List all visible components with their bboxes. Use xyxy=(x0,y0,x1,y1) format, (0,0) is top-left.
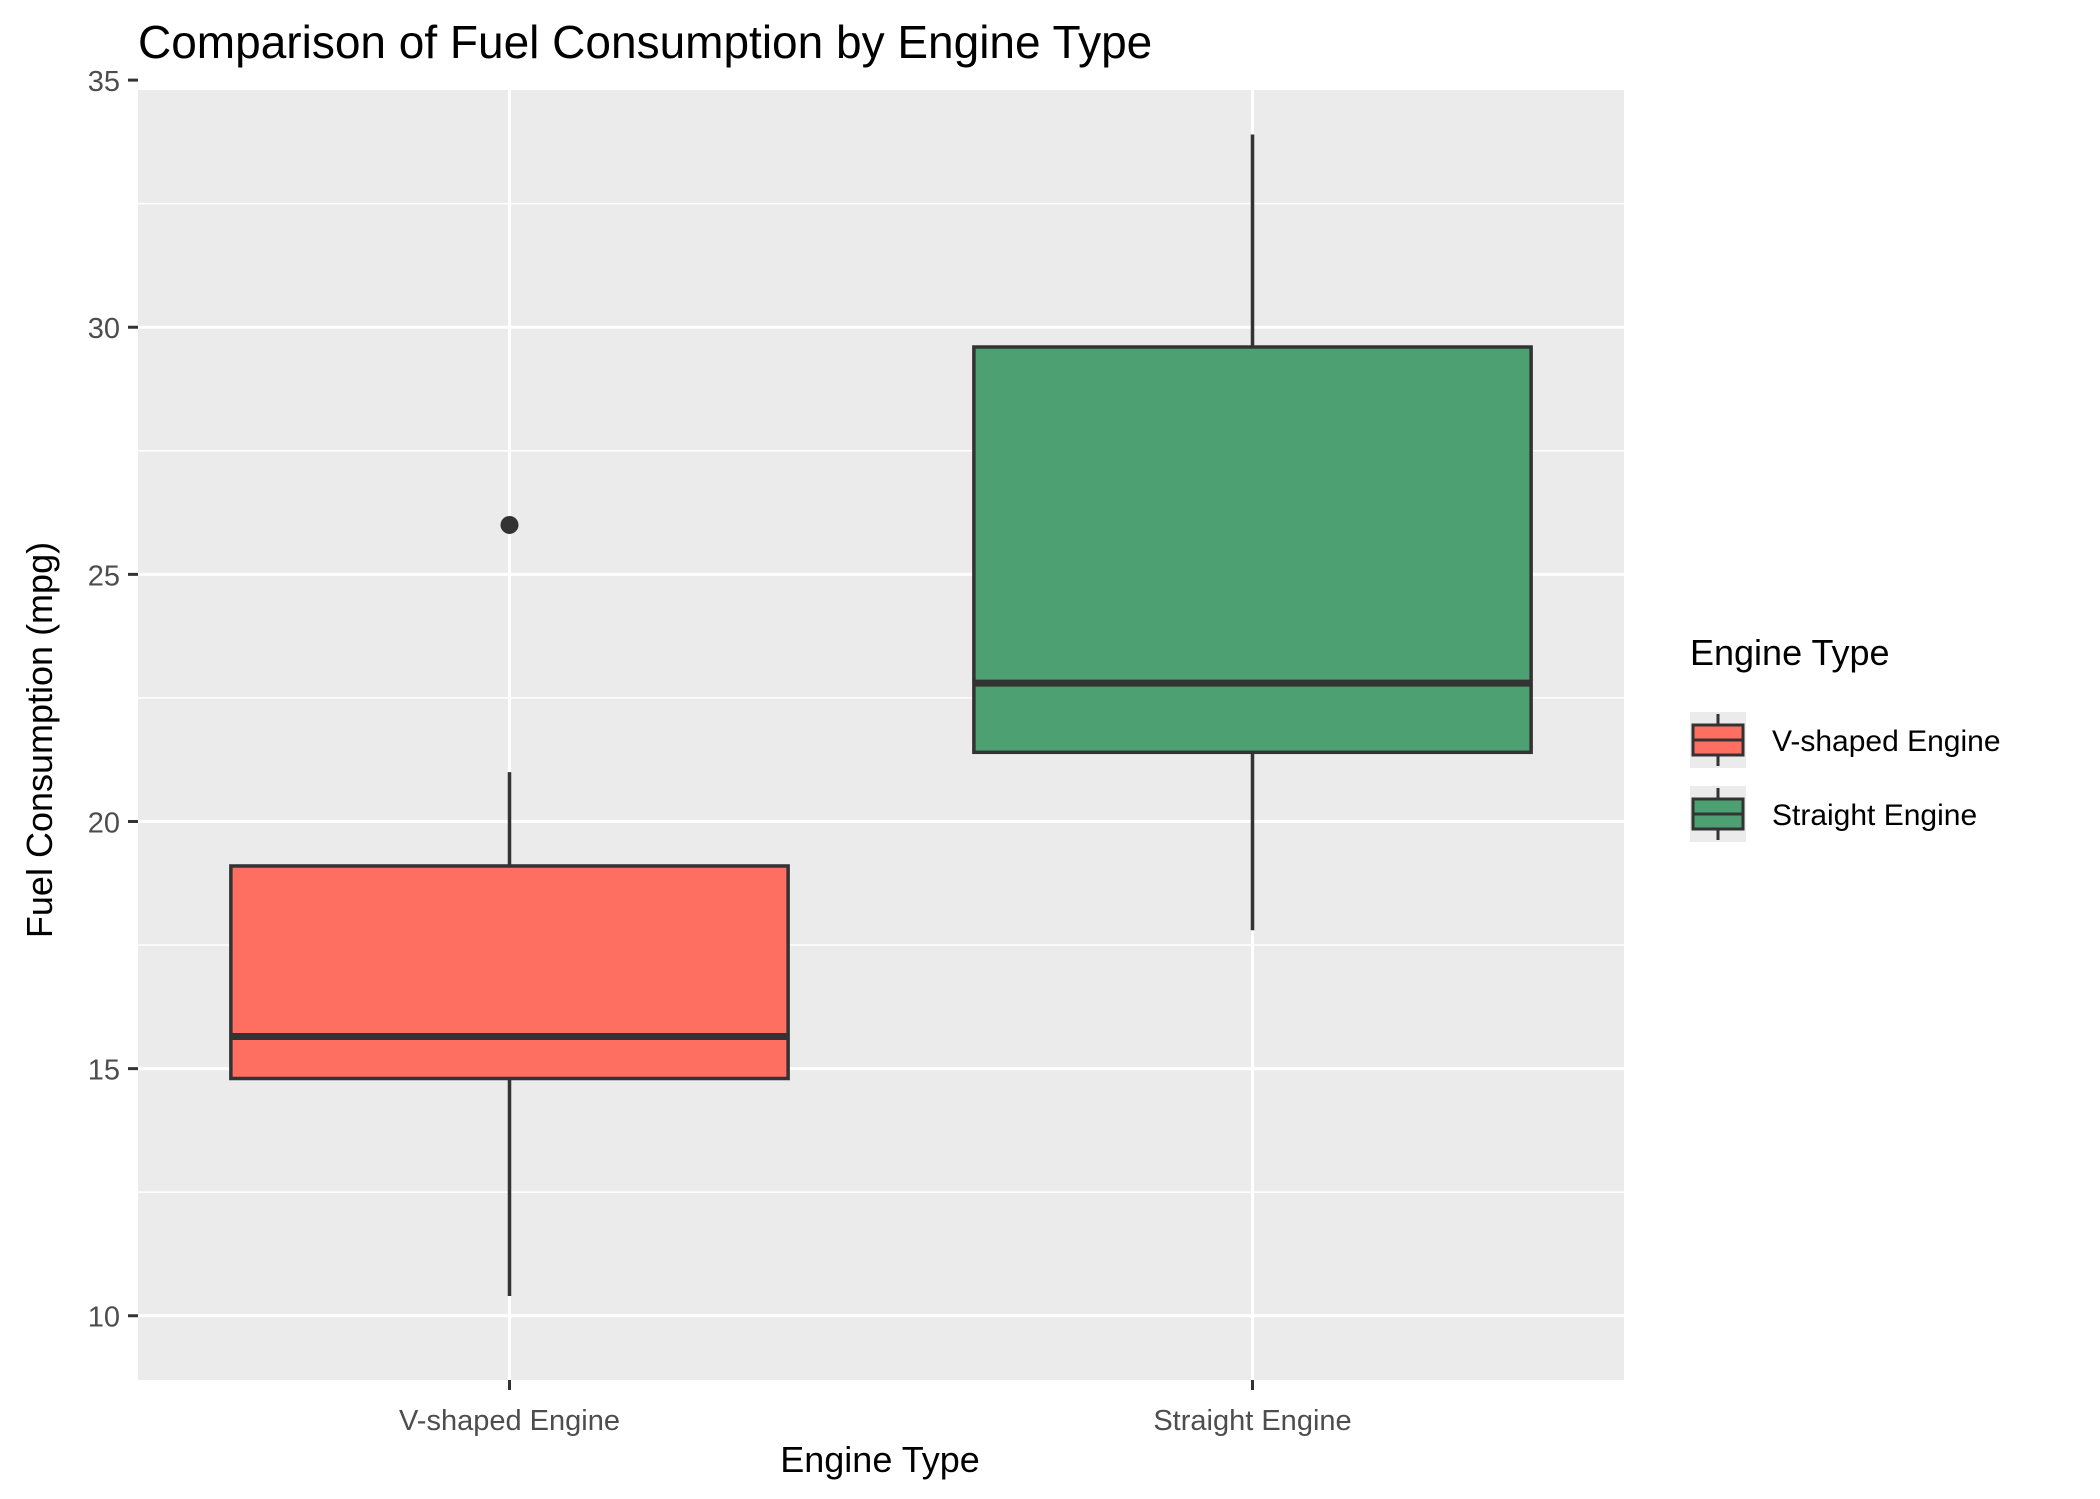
y-tick-label: 15 xyxy=(88,1055,120,1087)
y-tick-label: 35 xyxy=(88,66,120,98)
y-axis-label: Fuel Consumption (mpg) xyxy=(19,542,60,938)
legend-item: V-shaped Engine xyxy=(1690,712,2001,768)
x-axis-label: Engine Type xyxy=(780,1439,980,1480)
x-tick-label: V-shaped Engine xyxy=(399,1405,620,1437)
y-tick-label: 10 xyxy=(88,1302,120,1334)
legend-item: Straight Engine xyxy=(1690,786,1977,842)
x-tick-label: Straight Engine xyxy=(1153,1405,1351,1437)
x-axis: V-shaped Engine Straight Engine xyxy=(399,1380,1352,1437)
outlier-point xyxy=(500,515,519,534)
y-tick-label: 20 xyxy=(88,807,120,839)
legend-items: V-shaped Engine Straight Engine xyxy=(1690,712,2001,842)
y-tick-label: 30 xyxy=(88,313,120,345)
legend-item-label: V-shaped Engine xyxy=(1772,725,2001,758)
legend-title: Engine Type xyxy=(1690,632,1890,673)
box-group xyxy=(972,134,1533,931)
legend: Engine Type V-shaped Engine Straight Engi… xyxy=(1690,632,2001,842)
box-iqr xyxy=(229,864,790,1081)
chart-title: Comparison of Fuel Consumption by Engine… xyxy=(138,16,1152,68)
box-group xyxy=(229,515,790,1296)
y-tick-label: 25 xyxy=(88,560,120,592)
box-series xyxy=(229,134,1533,1296)
y-axis: 10 15 20 25 30 35 xyxy=(88,66,138,1334)
box-iqr xyxy=(972,345,1533,755)
legend-item-label: Straight Engine xyxy=(1772,799,1977,832)
